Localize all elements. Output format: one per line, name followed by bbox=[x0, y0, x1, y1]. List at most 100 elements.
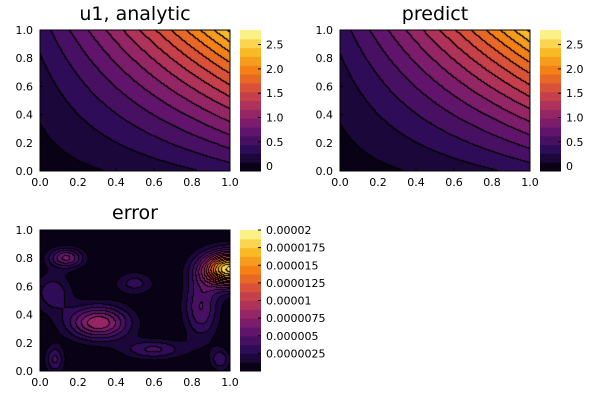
x-tick-label: 1.0 bbox=[221, 376, 239, 389]
x-tick-label: 0.0 bbox=[31, 176, 49, 189]
colorbar-segment bbox=[240, 247, 261, 257]
colorbar-segment bbox=[540, 74, 561, 84]
plot-frame bbox=[39, 29, 231, 172]
colorbar-tick-label: 0.5 bbox=[566, 136, 584, 149]
contour-map bbox=[40, 230, 230, 371]
colorbar-segment bbox=[240, 362, 261, 372]
colorbar-segment bbox=[240, 309, 261, 319]
colorbar-tick-label: 1.5 bbox=[266, 87, 284, 100]
x-tick-label: 1.0 bbox=[521, 176, 539, 189]
chart-predict: predict 0.0 0.2 0.4 0.6 0.8 1.0 0.0 0.2 0.4 0.6 0.… bbox=[316, 3, 584, 189]
y-tick-label: 0.4 bbox=[316, 109, 334, 122]
x-tick-label: 0.4 bbox=[107, 176, 125, 189]
colorbar-segment bbox=[240, 230, 261, 240]
colorbar-segment bbox=[240, 326, 261, 337]
colorbar-tick-label: 0.0000075 bbox=[266, 312, 326, 325]
colorbar-segment bbox=[240, 65, 261, 75]
x-tick-label: 0.0 bbox=[31, 376, 49, 389]
colorbar-segment bbox=[540, 126, 561, 137]
colorbar-tick-label: 0.0000125 bbox=[266, 277, 326, 290]
x-tick-label: 0.4 bbox=[407, 176, 425, 189]
colorbar-segment bbox=[540, 118, 561, 128]
colorbar-segment bbox=[540, 91, 561, 101]
colorbar-segment bbox=[240, 144, 261, 154]
colorbar-segment bbox=[240, 153, 261, 163]
x-tick-label: 0.8 bbox=[183, 176, 201, 189]
x-tick-label: 0.2 bbox=[69, 176, 87, 189]
colorbar-tick-label: 2.5 bbox=[566, 39, 584, 52]
y-tick-label: 0.6 bbox=[16, 280, 34, 293]
y-tick-label: 0.2 bbox=[16, 137, 34, 150]
colorbar-segment bbox=[240, 282, 261, 293]
x-tick-label: 0.8 bbox=[183, 376, 201, 389]
chart-title: error bbox=[112, 202, 158, 224]
y-tick-label: 0.8 bbox=[16, 252, 34, 265]
colorbar-tick-label: 0.0000175 bbox=[266, 242, 326, 255]
colorbar-segment bbox=[540, 109, 561, 119]
colorbar-segment bbox=[240, 82, 261, 93]
colorbar: 0 0.5 1.0 1.5 2.0 2.5 bbox=[240, 30, 284, 173]
x-tick-label: 0.2 bbox=[69, 376, 87, 389]
colorbar-tick-label: 0 bbox=[266, 160, 273, 173]
colorbar-segment bbox=[540, 47, 561, 57]
contour-map bbox=[40, 30, 230, 171]
colorbar-segment bbox=[240, 256, 261, 266]
colorbar-segment bbox=[240, 38, 261, 49]
colorbar-segment bbox=[540, 100, 561, 110]
colorbar-segment bbox=[540, 30, 561, 40]
y-tick-label: 0.4 bbox=[16, 309, 34, 322]
y-tick-label: 0.4 bbox=[16, 109, 34, 122]
colorbar-tick-label: 2.5 bbox=[266, 39, 284, 52]
contour-image bbox=[340, 30, 530, 171]
plot-frame bbox=[39, 229, 231, 372]
colorbar-segment bbox=[240, 291, 261, 301]
colorbar-segment bbox=[240, 300, 261, 310]
colorbar-segment bbox=[240, 353, 261, 363]
x-tick-label: 0.6 bbox=[145, 376, 163, 389]
y-tick-label: 1.0 bbox=[16, 224, 34, 237]
colorbar-segment bbox=[540, 56, 561, 66]
contour-image bbox=[40, 230, 230, 371]
contour-map bbox=[340, 30, 530, 171]
colorbar-segment bbox=[240, 100, 261, 110]
colorbar-tick-label: 1.0 bbox=[266, 112, 284, 125]
x-tick-label: 1.0 bbox=[221, 176, 239, 189]
colorbar-tick-label: 0.5 bbox=[266, 136, 284, 149]
chart-title: predict bbox=[402, 3, 468, 25]
colorbar-segment bbox=[240, 56, 261, 66]
colorbar-segment bbox=[240, 335, 261, 346]
colorbar-tick-label: 2.0 bbox=[566, 63, 584, 76]
colorbar: 0 0.5 1.0 1.5 2.0 2.5 bbox=[540, 30, 584, 173]
colorbar-segment bbox=[240, 74, 261, 84]
colorbar-segment bbox=[540, 162, 561, 172]
colorbar-segment bbox=[240, 91, 261, 101]
colorbar-tick-label: 0 bbox=[566, 160, 573, 173]
y-tick-label: 0.2 bbox=[316, 137, 334, 150]
y-tick-label: 0.2 bbox=[16, 337, 34, 350]
colorbar-segment bbox=[540, 153, 561, 163]
chart-u1-analytic: u1, analytic 0.0 0.2 0.4 0.6 0.8 1.0 0.0 0.2 0.4… bbox=[16, 3, 284, 189]
colorbar-segment bbox=[240, 109, 261, 119]
colorbar-segment bbox=[540, 38, 561, 49]
y-tick-label: 1.0 bbox=[16, 24, 34, 37]
colorbar-segment bbox=[240, 30, 261, 40]
y-tick-label: 0.0 bbox=[16, 165, 34, 178]
colorbar-segment bbox=[240, 135, 261, 146]
colorbar-segment bbox=[240, 274, 261, 284]
x-tick-label: 0.6 bbox=[445, 176, 463, 189]
colorbar-segment bbox=[240, 318, 261, 328]
x-tick-label: 0.6 bbox=[145, 176, 163, 189]
colorbar: 0.0000025 0.000005 0.0000075 0.00001 0.00001… bbox=[240, 224, 326, 372]
x-tick-label: 0.2 bbox=[369, 176, 387, 189]
y-tick-label: 0.0 bbox=[316, 165, 334, 178]
y-tick-label: 0.8 bbox=[16, 52, 34, 65]
colorbar-tick-label: 0.00002 bbox=[266, 224, 312, 237]
colorbar-segment bbox=[240, 344, 261, 354]
x-tick-label: 0.4 bbox=[107, 376, 125, 389]
chart-title: u1, analytic bbox=[79, 3, 190, 25]
x-tick-label: 0.8 bbox=[483, 176, 501, 189]
colorbar-segment bbox=[540, 82, 561, 93]
colorbar-segment bbox=[240, 265, 261, 275]
colorbar-segment bbox=[540, 135, 561, 146]
